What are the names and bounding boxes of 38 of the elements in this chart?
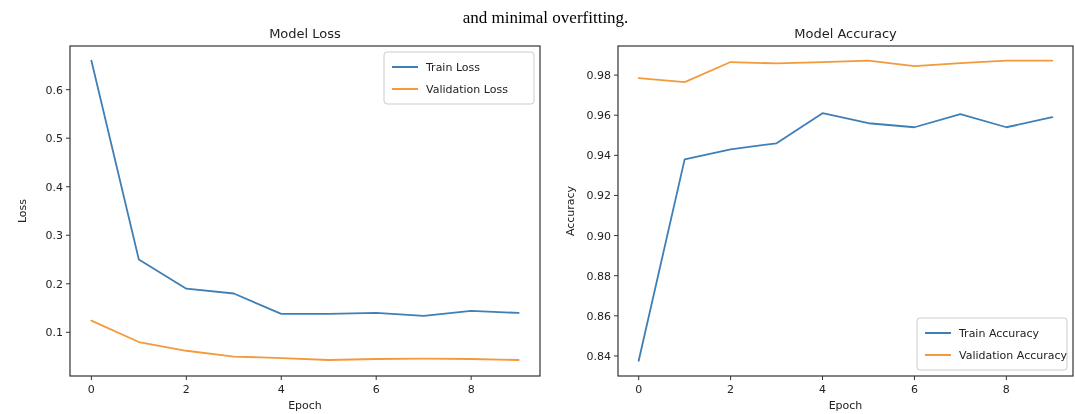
y-tick-label: 0.90 xyxy=(586,229,611,243)
chart-title: Model Accuracy xyxy=(794,26,898,41)
legend-label: Train Accuracy xyxy=(958,327,1040,340)
y-tick-label: 0.84 xyxy=(586,349,611,363)
x-tick-label: 6 xyxy=(910,383,918,396)
y-tick-label: 0.96 xyxy=(586,109,611,123)
x-tick-label: 6 xyxy=(372,383,380,396)
y-axis-title: Accuracy xyxy=(564,185,577,237)
y-tick-label: 0.3 xyxy=(45,229,63,243)
y-tick-label: 0.94 xyxy=(586,149,611,163)
line-series xyxy=(90,59,520,317)
y-axis-title: Loss xyxy=(16,198,29,224)
line-series xyxy=(637,59,1054,84)
x-axis-title: Epoch xyxy=(288,399,322,412)
y-tick-label: 0.86 xyxy=(586,309,611,323)
x-tick-label: 4 xyxy=(277,383,285,396)
y-tick-label: 0.6 xyxy=(45,83,63,97)
chart-title: Model Loss xyxy=(269,26,342,41)
x-tick-label: 0 xyxy=(87,383,95,396)
legend-label: Validation Accuracy xyxy=(959,349,1068,362)
y-tick-label: 0.4 xyxy=(45,180,63,194)
x-tick-label: 2 xyxy=(182,383,190,396)
y-tick-label: 0.2 xyxy=(45,277,63,291)
legend-label: Validation Loss xyxy=(426,83,509,96)
y-tick-label: 0.88 xyxy=(586,269,611,283)
x-axis-title: Epoch xyxy=(828,399,863,412)
x-tick-label: 4 xyxy=(819,383,827,396)
text: and minimal overfitting. xyxy=(462,8,629,27)
x-tick-label: 2 xyxy=(727,383,735,396)
line-series xyxy=(90,319,520,361)
x-tick-label: 8 xyxy=(1002,383,1010,396)
y-tick-label: 0.5 xyxy=(45,132,63,146)
x-tick-label: 8 xyxy=(467,383,475,396)
y-tick-label: 0.92 xyxy=(586,189,611,203)
y-tick-label: 0.98 xyxy=(586,69,611,83)
x-tick-label: 0 xyxy=(635,383,643,396)
legend-label: Train Loss xyxy=(425,61,481,74)
y-tick-label: 0.1 xyxy=(45,326,63,340)
